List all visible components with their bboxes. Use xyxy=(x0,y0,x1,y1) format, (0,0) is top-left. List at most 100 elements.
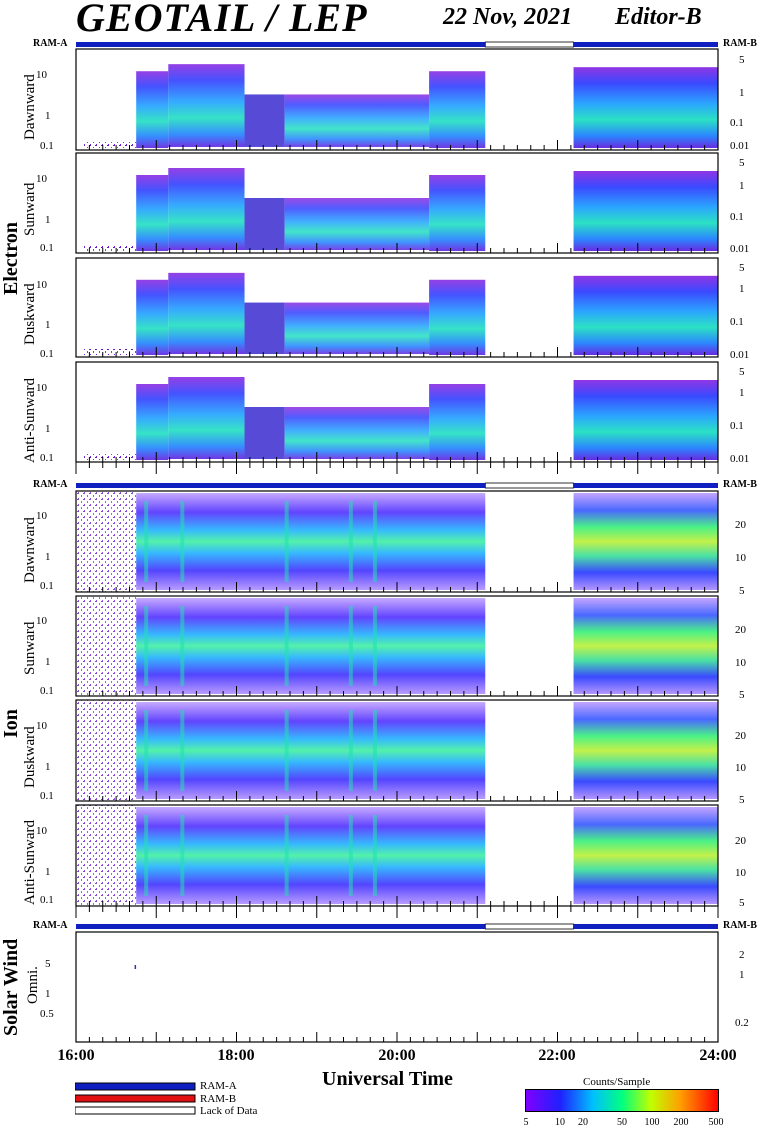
solar-point xyxy=(134,965,137,969)
ion-panel-label-duskward: Duskward xyxy=(22,726,38,788)
ram-bar-gap-0 xyxy=(484,41,574,48)
colorbar-title: Counts/Sample xyxy=(583,1076,651,1088)
ram-a-label-electron: RAM-A xyxy=(33,38,68,49)
e3-tick-01: 0.1 xyxy=(40,348,54,360)
colorbar-tick-20: 20 xyxy=(578,1117,588,1128)
e2-rtick-001: 0.01 xyxy=(730,243,750,255)
ram-bar-b-1 xyxy=(573,483,718,488)
i2-rtick-10: 10 xyxy=(735,657,746,669)
electron-spectrogram-1 xyxy=(75,152,719,254)
plot-date: 22 Nov, 2021 xyxy=(443,4,573,30)
i1-rtick-10: 10 xyxy=(735,552,746,564)
e3-rtick-1: 1 xyxy=(739,283,745,295)
sw-rtick-2: 2 xyxy=(739,949,745,961)
e2-tick-10: 10 xyxy=(36,173,47,185)
ion-spectrogram-1 xyxy=(75,595,719,697)
i2-tick-01: 0.1 xyxy=(40,685,54,697)
i1-tick-10: 10 xyxy=(36,510,47,522)
legend-swatch-lack xyxy=(75,1106,196,1115)
e4-rtick-01: 0.1 xyxy=(730,420,744,432)
group-label-ion: Ion xyxy=(0,709,22,738)
sw-tick-5: 5 xyxy=(45,958,51,970)
i3-tick-1: 1 xyxy=(45,761,51,773)
i3-tick-01: 0.1 xyxy=(40,790,54,802)
ram-bar-b-0 xyxy=(573,42,718,47)
colorbar-tick-500: 500 xyxy=(708,1117,724,1128)
ram-a-label-solar: RAM-A xyxy=(33,920,68,931)
legend-ram-a: RAM-A xyxy=(200,1080,237,1092)
e1-rtick-001: 0.01 xyxy=(730,140,750,152)
electron-panel-label-sunward: Sunward xyxy=(22,182,38,236)
i1-tick-1: 1 xyxy=(45,551,51,563)
e3-rtick-01: 0.1 xyxy=(730,316,744,328)
ion-spectrogram-2 xyxy=(75,699,719,802)
e4-tick-10: 10 xyxy=(36,382,47,394)
x-tick-2000: 20:00 xyxy=(378,1047,416,1064)
electron-spectrogram-0 xyxy=(75,48,719,151)
e2-rtick-01: 0.1 xyxy=(730,211,744,223)
e3-tick-1: 1 xyxy=(45,319,51,331)
legend-lack: Lack of Data xyxy=(200,1105,258,1117)
i2-tick-1: 1 xyxy=(45,656,51,668)
e4-rtick-001: 0.01 xyxy=(730,453,750,465)
colorbar-tick-5: 5 xyxy=(523,1117,529,1128)
sw-tick-1: 1 xyxy=(45,988,51,1000)
e2-rtick-5: 5 xyxy=(739,157,745,169)
e2-tick-1: 1 xyxy=(45,214,51,226)
ram-b-label-ion: RAM-B xyxy=(723,479,757,490)
ion-panel-label-dawnward: Dawnward xyxy=(22,517,38,583)
ion-panel-label-sunward: Sunward xyxy=(22,621,38,675)
i2-rtick-20: 20 xyxy=(735,624,746,636)
e1-rtick-01: 0.1 xyxy=(730,117,744,129)
i3-rtick-20: 20 xyxy=(735,730,746,742)
x-tick-1800: 18:00 xyxy=(217,1047,255,1064)
x-tick-2400: 24:00 xyxy=(699,1047,737,1064)
sw-rtick-02: 0.2 xyxy=(735,1017,749,1029)
group-label-electron: Electron xyxy=(0,222,22,295)
ion-spectrogram-0 xyxy=(75,490,719,593)
e1-tick-1: 1 xyxy=(45,110,51,122)
ram-bar-a-0 xyxy=(76,42,486,47)
i4-rtick-20: 20 xyxy=(735,835,746,847)
i2-tick-10: 10 xyxy=(36,615,47,627)
colorbar-tick-200: 200 xyxy=(673,1117,689,1128)
colorbar-tick-100: 100 xyxy=(644,1117,660,1128)
i4-rtick-5: 5 xyxy=(739,897,745,909)
legend-ram-b: RAM-B xyxy=(200,1093,237,1105)
ram-b-label-solar: RAM-B xyxy=(723,920,757,931)
i1-rtick-5: 5 xyxy=(739,585,745,597)
electron-spectrogram-2 xyxy=(75,257,719,358)
x-tick-1600: 16:00 xyxy=(57,1047,95,1064)
i4-tick-01: 0.1 xyxy=(40,894,54,906)
i4-rtick-10: 10 xyxy=(735,867,746,879)
ram-bar-gap-2 xyxy=(484,923,574,930)
e3-rtick-5: 5 xyxy=(739,262,745,274)
i2-rtick-5: 5 xyxy=(739,689,745,701)
ion-spectrogram-3 xyxy=(75,804,719,907)
ram-bar-a-2 xyxy=(76,924,486,929)
plot-title: GEOTAIL / LEP xyxy=(76,0,368,40)
legend-swatch-ram-b xyxy=(75,1094,196,1103)
i3-rtick-10: 10 xyxy=(735,762,746,774)
x-axis-label: Universal Time xyxy=(322,1068,453,1090)
e2-tick-01: 0.1 xyxy=(40,242,54,254)
group-label-solar: Solar Wind xyxy=(0,938,22,1036)
sw-tick-05: 0.5 xyxy=(40,1008,54,1020)
i3-tick-10: 10 xyxy=(36,720,47,732)
ram-bar-a-1 xyxy=(76,483,486,488)
ram-b-label-electron: RAM-B xyxy=(723,38,757,49)
e3-tick-10: 10 xyxy=(36,279,47,291)
legend-swatch-ram-a xyxy=(75,1082,196,1091)
e4-tick-1: 1 xyxy=(45,423,51,435)
i3-rtick-5: 5 xyxy=(739,794,745,806)
e4-rtick-1: 1 xyxy=(739,387,745,399)
solar-panel-label-omni: Omni. xyxy=(25,966,41,1004)
i1-rtick-20: 20 xyxy=(735,519,746,531)
colorbar-tick-50: 50 xyxy=(617,1117,627,1128)
ram-a-label-ion: RAM-A xyxy=(33,479,68,490)
ram-bar-gap-1 xyxy=(484,482,574,489)
e2-rtick-1: 1 xyxy=(739,180,745,192)
i4-tick-10: 10 xyxy=(36,825,47,837)
i4-tick-1: 1 xyxy=(45,866,51,878)
